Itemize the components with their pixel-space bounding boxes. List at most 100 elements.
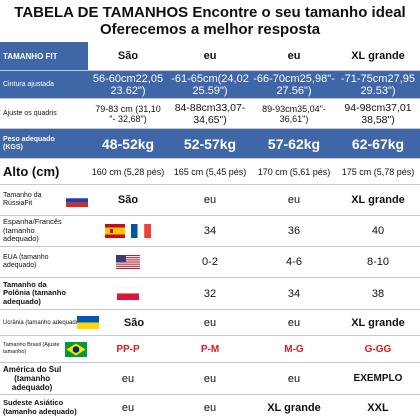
espanha-col-2: 34: [203, 225, 217, 237]
polonia-row: Tamanho da Polônia (tamanho adequado) 32…: [0, 278, 420, 310]
ucrania-label: Ucrânia (tamanho adequado): [0, 310, 88, 335]
russia-row: Tamanho da RússiaFit São eu eu XL grande: [0, 185, 420, 216]
brasil-col-2: P-M: [200, 343, 220, 355]
brasil-col-1: PP-P: [116, 343, 140, 355]
russia-col-4: XL grande: [351, 194, 405, 206]
america-row: América do Sul (tamanho adequado) eu eu …: [0, 363, 420, 395]
ucrania-col-3: eu: [287, 316, 301, 329]
america-col-1: eu: [121, 372, 135, 385]
asia-label-text: Sudeste Asiático (tamanho adequado): [3, 398, 77, 416]
alto-col-4: 175 cm (5,78 pés): [341, 166, 415, 177]
polonia-col-1: [88, 278, 168, 309]
cintura-row: Cintura ajustada 56-60cm22,05 23.62") -6…: [0, 71, 420, 99]
alto-col-1: 160 cm (5,28 pés): [91, 166, 165, 177]
alto-label-text: Alto (cm): [3, 164, 60, 179]
polonia-label: Tamanho da Polônia (tamanho adequado): [0, 278, 88, 309]
header-col-4: XL grande: [336, 42, 420, 70]
america-col-3: eu: [287, 372, 301, 385]
title-line-1: TABELA DE TAMANHOS Encontre o seu tamanh…: [14, 4, 406, 21]
ukraine-flag-icon: [77, 316, 99, 329]
asia-row: Sudeste Asiático (tamanho adequado) eu e…: [0, 395, 420, 420]
asia-col-4: XXL: [367, 401, 389, 414]
quadris-col-1: 79-83 cm (31,10 "- 32,68"): [95, 103, 161, 124]
quadris-col-4: 94-98cm37,01 38,58"): [344, 101, 412, 126]
poland-flag-icon: [117, 287, 139, 300]
brasil-label: Tamanho Brasil (Ajuste tamanho): [0, 336, 88, 362]
header-row: TAMANHO FIT São eu eu XL grande: [0, 42, 420, 71]
eua-col-3: 4-6: [286, 256, 302, 268]
peso-label: Peso adequado (KGS): [0, 129, 88, 158]
cintura-label: Cintura ajustada: [0, 71, 88, 98]
header-col-3: eu: [252, 42, 336, 70]
header-col-1: São: [88, 42, 168, 70]
peso-label-text: Peso adequado (KGS): [3, 135, 55, 151]
cintura-col-2: -61-65cm(24,02 25.59"): [171, 72, 249, 97]
alto-col-3: 170 cm (5,61 pés): [257, 166, 331, 177]
peso-row: Peso adequado (KGS) 48-52kg 52-57kg 57-6…: [0, 129, 420, 159]
header-label: TAMANHO FIT: [0, 42, 88, 70]
cintura-label-text: Cintura ajustada: [3, 80, 54, 88]
america-label-text: América do Sul (tamanho adequado): [3, 365, 62, 392]
peso-col-4: 62-67kg: [351, 135, 405, 152]
eua-label: EUA (tamanho adequado): [0, 247, 88, 277]
ucrania-col-1: São: [123, 316, 145, 329]
brasil-row: Tamanho Brasil (Ajuste tamanho) PP-P P-M…: [0, 336, 420, 363]
espanha-col-3: 36: [287, 225, 301, 237]
title-line-2: Oferecemos a melhor resposta: [99, 21, 321, 38]
america-col-4: EXEMPLO: [353, 373, 403, 384]
quadris-col-3: 89-93cm35,04"- 36,61"): [262, 103, 326, 124]
asia-col-2: eu: [203, 401, 217, 414]
header-col-2: eu: [168, 42, 252, 70]
russia-label: Tamanho da RússiaFit: [0, 185, 88, 215]
brasil-col-4: G-GG: [364, 343, 392, 355]
peso-col-2: 52-57kg: [183, 135, 237, 152]
espanha-col-1: [88, 216, 168, 246]
quadris-label-text: Ajuste os quadris: [3, 109, 57, 117]
alto-row: Alto (cm) 160 cm (5,28 pés) 165 cm (5,45…: [0, 159, 420, 185]
header-label-text: TAMANHO FIT: [3, 51, 58, 61]
cintura-col-3: -66-70cm25,98"- 27.56"): [253, 72, 335, 97]
espanha-label-text: Espanha/Francês (tamanho adequado): [3, 217, 62, 244]
asia-label: Sudeste Asiático (tamanho adequado): [0, 395, 88, 420]
russia-col-2: eu: [203, 194, 217, 206]
america-label: América do Sul (tamanho adequado): [0, 363, 88, 394]
peso-col-3: 57-62kg: [267, 135, 321, 152]
ucrania-col-2: eu: [203, 316, 217, 329]
espanha-row: Espanha/Francês (tamanho adequado) 34 36…: [0, 216, 420, 247]
asia-col-1: eu: [121, 401, 135, 414]
brasil-label-text: Tamanho Brasil (Ajuste tamanho): [3, 342, 60, 355]
cintura-col-1: 56-60cm22,05 23.62"): [92, 72, 164, 97]
polonia-label-text: Tamanho da Polônia (tamanho adequado): [3, 279, 66, 306]
alto-label: Alto (cm): [0, 159, 88, 184]
usa-flag-icon: [116, 255, 140, 269]
eua-col-2: 0-2: [202, 256, 218, 268]
eua-label-text: EUA (tamanho adequado): [3, 254, 49, 269]
alto-col-2: 165 cm (5,45 pés): [173, 166, 247, 177]
asia-col-3: XL grande: [267, 401, 321, 414]
ucrania-col-4: XL grande: [351, 316, 405, 329]
russia-label-text: Tamanho da RússiaFit: [3, 192, 42, 207]
polonia-col-3: 34: [287, 287, 301, 300]
russia-col-1: São: [117, 194, 139, 206]
brazil-flag-icon: [65, 341, 87, 357]
ucrania-label-text: Ucrânia (tamanho adequado): [3, 319, 82, 326]
brasil-flag-cell: [62, 336, 90, 362]
espanha-label: Espanha/Francês (tamanho adequado): [0, 216, 88, 246]
eua-row: EUA (tamanho adequado) 0-2 4-6 8-10: [0, 247, 420, 278]
eua-col-1: [88, 247, 168, 277]
espanha-col-4: 40: [371, 225, 385, 237]
cintura-col-4: -71-75cm27,95 29.53"): [341, 72, 415, 97]
quadris-row: Ajuste os quadris 79-83 cm (31,10 "- 32,…: [0, 99, 420, 129]
quadris-label: Ajuste os quadris: [0, 99, 88, 128]
russia-col-3: eu: [287, 194, 301, 206]
ucrania-row: Ucrânia (tamanho adequado) São eu eu XL …: [0, 310, 420, 336]
polonia-col-4: 38: [371, 287, 385, 300]
ucrania-flag-cell: [74, 310, 102, 335]
brasil-col-3: M-G: [284, 343, 304, 355]
eua-col-4: 8-10: [366, 256, 390, 268]
america-col-2: eu: [203, 372, 217, 385]
peso-col-1: 48-52kg: [101, 135, 155, 152]
quadris-col-2: 84-88cm33,07- 34,65"): [174, 101, 246, 126]
russia-flag-icon: [66, 193, 88, 207]
